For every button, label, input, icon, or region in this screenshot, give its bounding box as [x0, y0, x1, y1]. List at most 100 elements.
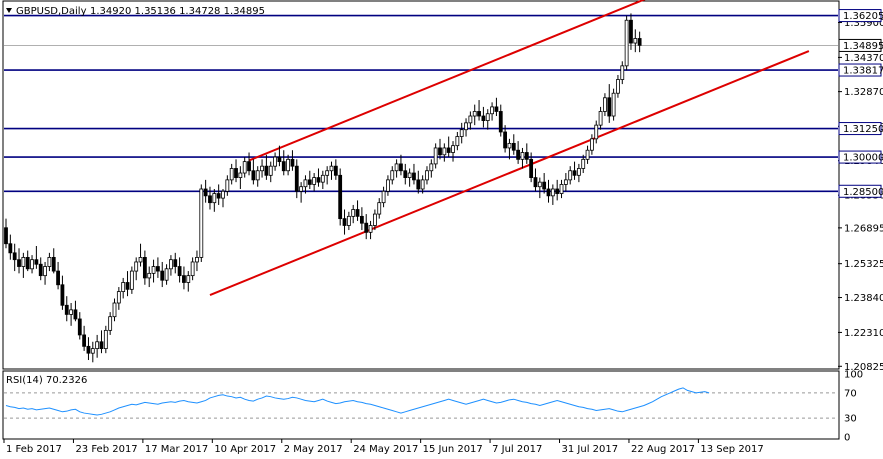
candle-body: [381, 190, 386, 204]
candle-body: [559, 184, 564, 194]
price-tick-label: 1.34370: [844, 53, 883, 64]
candle-body: [34, 259, 39, 265]
candle-body: [234, 168, 238, 178]
candle-body: [494, 106, 499, 112]
symbol-label: GBPUSD,Daily: [16, 6, 87, 17]
candle-body: [412, 172, 416, 181]
candle-body: [468, 115, 473, 124]
candle-body: [629, 19, 633, 44]
candle-body: [212, 193, 217, 204]
candle-body: [268, 165, 273, 176]
candle-body: [320, 174, 325, 183]
candle-body: [134, 261, 139, 272]
candle-body: [155, 266, 160, 272]
candle-body: [264, 165, 269, 176]
candle-body: [121, 282, 126, 293]
rsi-label: RSI(14) 70.2326: [6, 375, 87, 386]
candle-body: [429, 163, 434, 172]
level-label: 1.34895: [843, 41, 883, 52]
candle-body: [294, 165, 299, 192]
candle-body: [12, 252, 17, 261]
candle-body: [403, 170, 408, 178]
candle-body: [30, 259, 34, 270]
candle-body: [47, 257, 52, 267]
candle-body: [199, 188, 204, 258]
candle-body: [598, 111, 603, 126]
candle-body: [251, 170, 256, 181]
candle-body: [607, 97, 612, 117]
price-tick-label: 1.22310: [844, 328, 883, 339]
candle-body: [277, 156, 282, 163]
time-tick-label: 10 Apr 2017: [214, 444, 276, 455]
candle-body: [507, 142, 512, 149]
price-tick-label: 1.26895: [844, 223, 883, 234]
candle-body: [208, 195, 212, 204]
candle-body: [182, 275, 186, 283]
time-tick-label: 7 Jul 2017: [492, 444, 542, 455]
candle-body: [290, 158, 295, 167]
rsi-tick-label: 100: [844, 370, 863, 381]
price-tick-label: 1.35900: [844, 18, 883, 29]
candle-body: [546, 188, 551, 197]
candle-body: [129, 270, 134, 290]
level-label-box: [838, 150, 882, 164]
candle-body: [637, 38, 642, 46]
candle-body: [307, 179, 312, 185]
price-tick-label: 1.20825: [844, 362, 883, 373]
candle-body: [563, 179, 568, 185]
candle-body: [372, 213, 377, 226]
candle-body: [438, 147, 442, 156]
candle-body: [333, 165, 338, 176]
candle-body: [585, 149, 590, 160]
level-label-box: [838, 63, 882, 77]
candle-body: [86, 345, 91, 354]
candle-body: [576, 168, 581, 176]
candle-body: [407, 172, 412, 178]
time-tick-label: 2 May 2017: [284, 444, 343, 455]
level-label: 1.31250: [843, 124, 883, 135]
candles: [4, 13, 642, 363]
candle-body: [316, 177, 321, 183]
candle-body: [99, 341, 104, 350]
candle-body: [520, 152, 525, 160]
candle-body: [303, 179, 308, 188]
candle-body: [446, 147, 451, 153]
candle-body: [221, 190, 225, 199]
candle-body: [160, 270, 165, 281]
candle-body: [116, 291, 121, 304]
upper-channel-line[interactable]: [248, 0, 752, 162]
candle-body: [225, 179, 230, 192]
price-tick-label: 1.23840: [844, 293, 883, 304]
lower-channel-line[interactable]: [209, 50, 810, 296]
level-label: 1.33817: [843, 66, 883, 77]
time-tick-label: 31 Jul 2017: [562, 444, 619, 455]
rsi-pane-frame: [2, 370, 840, 440]
candle-body: [533, 177, 538, 188]
candle-body: [603, 97, 607, 112]
candle-body: [60, 284, 65, 306]
collapse-triangle-icon[interactable]: [6, 8, 12, 13]
candle-body: [103, 329, 108, 350]
candle-body: [503, 131, 508, 149]
candle-body: [195, 257, 199, 263]
candle-body: [368, 225, 373, 233]
rsi-line: [5, 387, 710, 416]
candle-body: [173, 259, 178, 267]
level-label-box: [838, 9, 882, 23]
candle-body: [51, 257, 56, 272]
candle-body: [125, 282, 130, 290]
candle-body: [611, 92, 616, 117]
candle-body: [112, 302, 117, 318]
candle-body: [386, 179, 390, 192]
candle-body: [346, 215, 351, 226]
candle-body: [299, 186, 304, 192]
candle-body: [164, 268, 169, 281]
candle-body: [550, 188, 555, 197]
candle-body: [4, 227, 8, 245]
candle-body: [416, 179, 421, 190]
candle-body: [624, 19, 629, 67]
time-tick-label: 1 Feb 2017: [6, 444, 62, 455]
candle-body: [459, 129, 464, 137]
candle-body: [355, 209, 360, 217]
